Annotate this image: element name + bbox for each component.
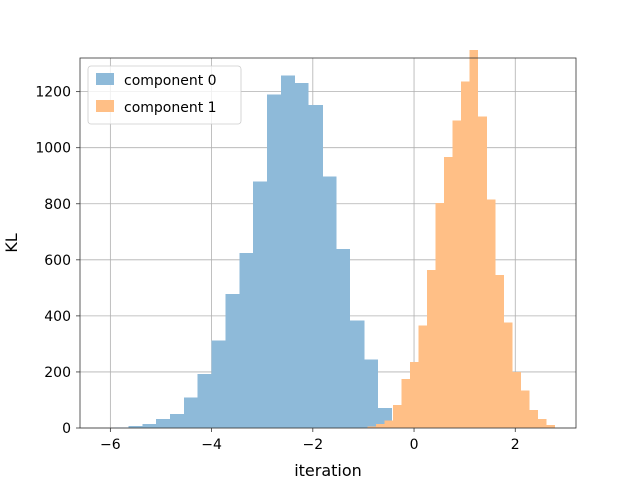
bars [114,50,556,429]
y-tick-label: 200 [44,365,71,381]
bar-component-0 [142,423,157,428]
bar-component-1 [427,270,436,428]
y-tick-label: 400 [44,309,71,325]
bar-component-1 [401,378,411,428]
y-tick-label: 1000 [35,141,71,157]
bar-component-1 [537,419,547,428]
plot-frame [79,57,577,429]
bar-component-0 [211,340,226,428]
bar-component-0 [322,176,337,428]
y-tick-label: 800 [44,197,71,213]
bar-component-1 [546,425,556,428]
bar-component-0 [253,181,268,428]
bar-component-0 [197,373,212,428]
bar-component-0 [349,320,365,428]
bar-component-0 [294,83,309,429]
x-tick-label: 2 [511,437,520,453]
legend-swatch-component-1 [96,100,114,112]
bar-component-1 [461,81,471,428]
bar-component-0 [183,397,198,428]
bar-component-1 [469,50,479,428]
x-tick-label: −6 [100,437,121,453]
legend-box [87,65,242,125]
y-tick-label: 0 [62,421,71,437]
bar-component-1 [452,120,462,429]
legend: component 0 component 1 [87,65,242,125]
bar-component-0 [128,426,143,428]
y-axis-title: KL [2,233,21,252]
bar-component-1 [392,405,402,428]
bar-component-1 [384,420,394,428]
bar-component-1 [418,325,428,428]
bar-component-1 [503,322,513,428]
y-tick-label: 600 [44,253,71,269]
legend-swatch-component-0 [96,73,114,85]
bar-component-0 [170,413,185,428]
bar-component-1 [495,274,505,428]
bar-component-0 [155,419,171,428]
bar-component-1 [443,156,453,429]
bar-component-1 [435,202,445,428]
bar-component-1 [486,199,496,428]
bar-component-0 [239,252,254,428]
bar-component-0 [266,94,282,428]
bar-component-1 [512,371,522,428]
x-tick-label: 0 [410,437,419,453]
bar-component-0 [363,359,378,428]
bar-component-0 [336,249,351,428]
bar-component-0 [225,294,240,428]
x-axis-title: iteration [294,461,362,480]
y-tick-label: 1200 [35,85,71,101]
bar-component-1 [477,116,487,428]
x-tick-label: −4 [201,437,222,453]
legend-label-component-1: component 1 [124,100,217,116]
bar-component-1 [528,410,538,428]
bar-component-1 [409,361,419,428]
bar-component-1 [376,423,386,428]
bar-component-1 [367,426,377,428]
ticks: −6 −4 −2 0 2 0 200 400 600 800 1000 1200 [35,85,519,453]
legend-label-component-0: component 0 [124,73,217,89]
x-tick-label: −2 [302,437,323,453]
bar-component-1 [520,390,530,428]
bar-component-0 [308,104,323,428]
bar-component-0 [280,75,295,428]
